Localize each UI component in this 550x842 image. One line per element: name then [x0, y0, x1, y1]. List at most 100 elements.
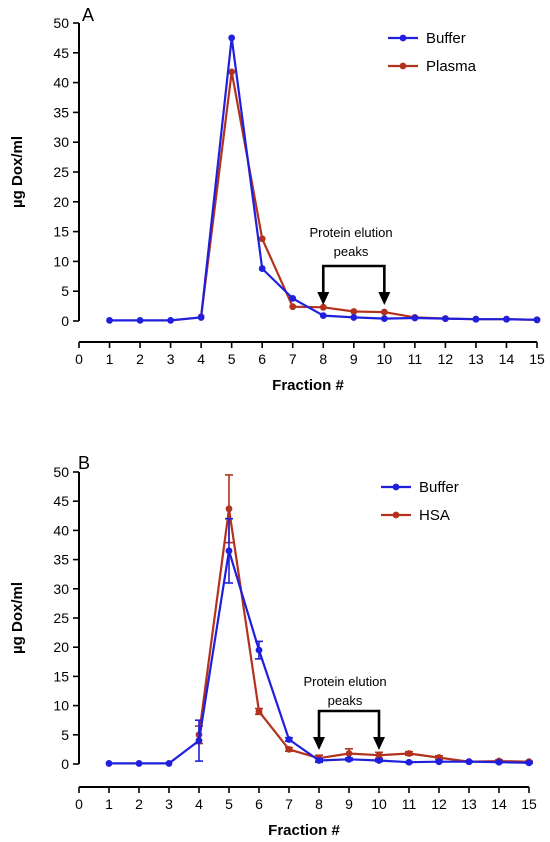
x-tick-label: 2 — [136, 351, 144, 367]
series-plasma-point — [228, 68, 236, 76]
series-buffer-point — [285, 736, 293, 743]
x-tick-label: 14 — [499, 351, 515, 367]
legend-label: Buffer — [426, 30, 466, 47]
series-buffer-point — [195, 737, 203, 745]
legend-swatch-marker — [399, 34, 407, 42]
legend-label: Plasma — [426, 58, 477, 75]
x-tick-label: 10 — [371, 796, 387, 812]
x-tick-label: 0 — [75, 351, 83, 367]
series-buffer-point — [533, 316, 541, 324]
y-tick-label: 20 — [53, 639, 69, 655]
series-buffer-point — [525, 759, 533, 767]
y-tick-label: 0 — [61, 313, 69, 329]
y-tick-label: 30 — [53, 581, 69, 597]
series-buffer-point — [197, 314, 205, 321]
y-tick-label: 30 — [53, 134, 69, 150]
x-tick-label: 13 — [468, 351, 484, 367]
series-buffer-point — [442, 315, 449, 323]
x-axis-title: Fraction # — [272, 377, 344, 394]
y-tick-label: 40 — [53, 75, 69, 91]
annotation-arrowhead — [378, 292, 391, 305]
series-plasma-point — [289, 303, 297, 311]
series-buffer-point — [289, 294, 297, 302]
x-tick-label: 8 — [315, 796, 323, 812]
y-tick-label: 50 — [53, 464, 69, 480]
series-plasma-point — [319, 303, 327, 311]
series-hsa-point — [225, 505, 233, 513]
x-tick-label: 15 — [529, 351, 545, 367]
x-tick-label: 6 — [258, 351, 266, 367]
x-tick-label: 5 — [225, 796, 233, 812]
x-tick-label: 9 — [350, 351, 358, 367]
x-tick-label: 10 — [377, 351, 393, 367]
annotation-bracket — [317, 709, 381, 740]
y-axis-title: µg Dox/ml — [9, 136, 26, 208]
x-tick-label: 13 — [461, 796, 477, 812]
y-axis-title: µg Dox/ml — [9, 582, 26, 654]
x-tick-label: 3 — [165, 796, 173, 812]
series-buffer-point — [435, 758, 443, 766]
series-buffer-point — [106, 317, 113, 324]
y-tick-label: 40 — [53, 522, 69, 538]
series-buffer-point — [472, 315, 480, 323]
series-hsa-point — [405, 750, 413, 757]
series-buffer-point — [255, 646, 263, 654]
x-tick-label: 4 — [197, 351, 205, 367]
series-buffer-point — [380, 315, 388, 323]
annotation-bracket — [321, 264, 386, 295]
y-tick-label: 50 — [53, 15, 69, 31]
series-buffer-point — [465, 758, 473, 766]
annotation-arrowhead — [317, 292, 330, 305]
y-tick-label: 15 — [53, 224, 69, 240]
series-buffer-point — [315, 757, 323, 764]
x-tick-label: 12 — [431, 796, 447, 812]
y-tick-label: 45 — [53, 45, 69, 61]
series-buffer-point — [350, 314, 358, 321]
legend-swatch-marker — [392, 511, 400, 519]
series-hsa-line — [197, 507, 530, 763]
y-tick-label: 0 — [61, 756, 69, 772]
series-buffer-point — [495, 758, 503, 766]
series-buffer-point — [136, 317, 144, 324]
x-tick-label: 15 — [521, 796, 537, 812]
series-buffer-point — [411, 314, 419, 322]
annotation-arrowhead — [313, 737, 325, 750]
legend-swatch-marker — [399, 62, 407, 70]
series-buffer-point — [345, 755, 353, 763]
series-hsa-point — [345, 750, 353, 757]
annotation-text: Protein elution — [309, 225, 392, 240]
legend-label: HSA — [419, 507, 450, 524]
x-tick-label: 12 — [438, 351, 454, 367]
legend-label: Buffer — [419, 479, 459, 496]
y-tick-label: 5 — [61, 283, 69, 299]
x-tick-label: 2 — [135, 796, 143, 812]
y-tick-label: 25 — [53, 610, 69, 626]
x-tick-label: 1 — [106, 351, 114, 367]
x-tick-label: 0 — [75, 796, 83, 812]
series-buffer-point — [225, 547, 233, 555]
series-plasma-point — [350, 308, 358, 315]
panel-label: B — [78, 453, 90, 473]
panel-label: A — [82, 5, 94, 25]
series-buffer-point — [503, 315, 510, 323]
series-hsa-point — [375, 751, 383, 759]
y-tick-label: 35 — [53, 104, 69, 120]
annotation-text: peaks — [328, 693, 363, 708]
x-tick-label: 14 — [491, 796, 507, 812]
series-plasma-point — [380, 308, 388, 316]
series-buffer-point — [135, 760, 143, 767]
y-tick-label: 45 — [53, 493, 69, 509]
y-tick-label: 20 — [53, 194, 69, 210]
x-tick-label: 7 — [289, 351, 297, 367]
legend-swatch-marker — [392, 483, 400, 491]
x-tick-label: 4 — [195, 796, 203, 812]
x-tick-label: 11 — [402, 796, 417, 812]
x-tick-label: 3 — [167, 351, 175, 367]
series-buffer-point — [228, 34, 236, 42]
series-plasma-point — [258, 235, 266, 243]
series-buffer-point — [105, 760, 113, 767]
x-tick-label: 11 — [408, 351, 423, 367]
